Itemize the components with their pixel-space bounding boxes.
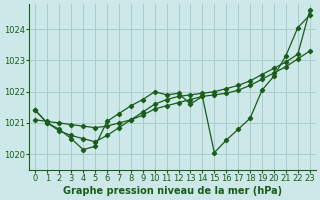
- X-axis label: Graphe pression niveau de la mer (hPa): Graphe pression niveau de la mer (hPa): [63, 186, 282, 196]
